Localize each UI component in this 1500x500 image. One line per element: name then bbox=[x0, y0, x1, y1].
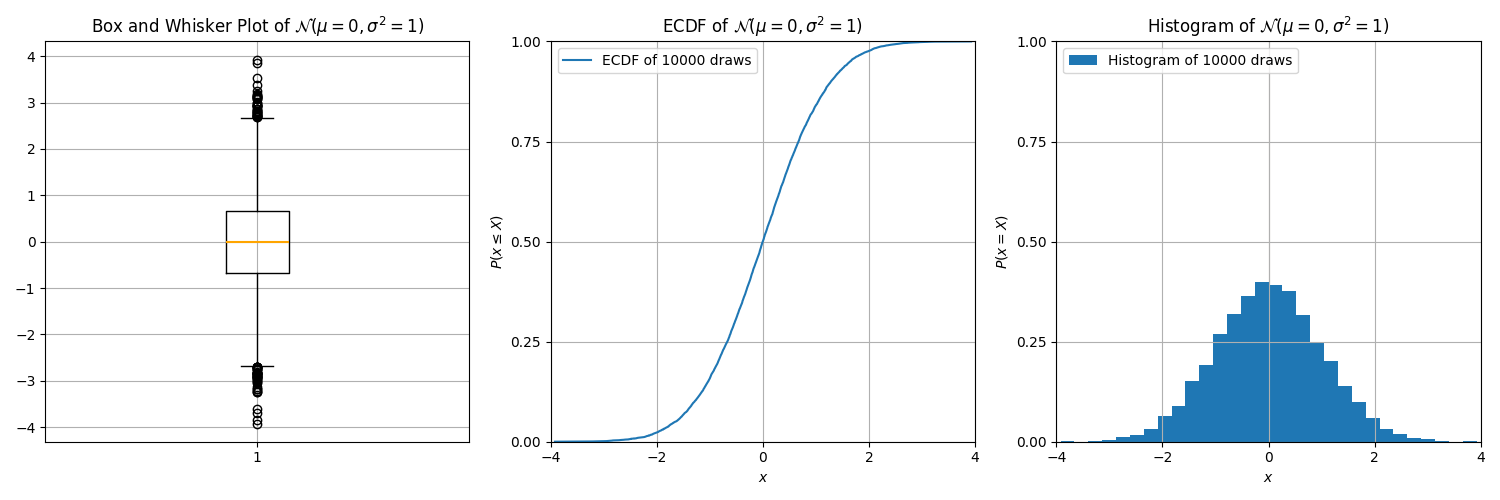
Bar bbox=[1352, 402, 1365, 442]
Bar bbox=[1407, 438, 1420, 442]
Bar bbox=[1185, 381, 1200, 442]
Y-axis label: $P(x = X)$: $P(x = X)$ bbox=[994, 214, 1011, 269]
Bar bbox=[1227, 314, 1240, 442]
Bar bbox=[1200, 364, 1214, 442]
Bar bbox=[1310, 342, 1324, 442]
Bar bbox=[1240, 296, 1256, 442]
ECDF of 10000 draws bbox=[708, 360, 726, 366]
Bar bbox=[1269, 284, 1282, 442]
ECDF of 10000 draws bbox=[840, 60, 858, 66]
Legend: Histogram of 10000 draws: Histogram of 10000 draws bbox=[1064, 48, 1298, 74]
Title: Box and Whisker Plot of $\mathcal{N}(\mu = 0, \sigma^2 = 1)$: Box and Whisker Plot of $\mathcal{N}(\mu… bbox=[90, 15, 424, 39]
Bar bbox=[1338, 386, 1352, 442]
Bar bbox=[1130, 434, 1144, 442]
Bar bbox=[1144, 430, 1158, 442]
Title: Histogram of $\mathcal{N}(\mu = 0, \sigma^2 = 1)$: Histogram of $\mathcal{N}(\mu = 0, \sigm… bbox=[1148, 15, 1390, 39]
Legend: ECDF of 10000 draws: ECDF of 10000 draws bbox=[558, 48, 758, 74]
ECDF of 10000 draws bbox=[662, 422, 680, 428]
ECDF of 10000 draws bbox=[546, 438, 564, 444]
Bar bbox=[1089, 441, 1102, 442]
Bar bbox=[1172, 406, 1185, 442]
Bar bbox=[1102, 440, 1116, 442]
Bar bbox=[1158, 416, 1172, 442]
Bar bbox=[1256, 282, 1269, 442]
X-axis label: $x$: $x$ bbox=[1263, 471, 1274, 485]
ECDF of 10000 draws bbox=[672, 414, 690, 420]
Y-axis label: $P(x \leq X)$: $P(x \leq X)$ bbox=[489, 214, 506, 269]
Bar bbox=[1420, 440, 1436, 442]
Bar bbox=[1282, 290, 1296, 442]
Bar bbox=[1296, 315, 1310, 442]
Line: ECDF of 10000 draws: ECDF of 10000 draws bbox=[555, 42, 970, 442]
X-axis label: $x$: $x$ bbox=[758, 471, 768, 485]
Bar bbox=[1394, 434, 1407, 442]
ECDF of 10000 draws bbox=[753, 243, 771, 249]
Title: ECDF of $\mathcal{N}(\mu = 0, \sigma^2 = 1)$: ECDF of $\mathcal{N}(\mu = 0, \sigma^2 =… bbox=[663, 15, 864, 39]
Bar bbox=[1214, 334, 1227, 442]
Bar bbox=[1365, 418, 1380, 442]
ECDF of 10000 draws bbox=[614, 437, 632, 443]
Bar bbox=[1116, 438, 1130, 442]
ECDF of 10000 draws bbox=[962, 38, 980, 44]
Bar bbox=[1380, 430, 1394, 442]
Bar bbox=[1324, 361, 1338, 442]
Bar bbox=[1436, 441, 1449, 442]
